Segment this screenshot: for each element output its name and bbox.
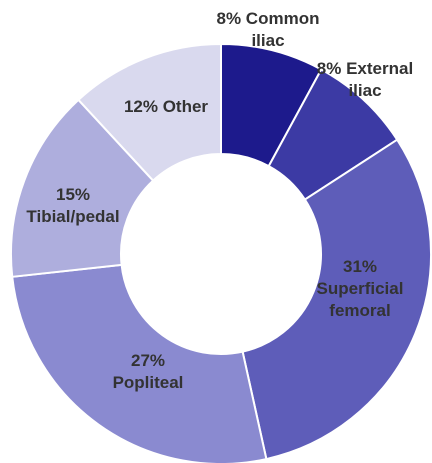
slice-label-line: 15% — [56, 185, 90, 204]
slice-label-line: 8% Common — [217, 9, 320, 28]
slice-label: 8% Common iliac — [217, 9, 320, 50]
slice-label: 27% Popliteal — [113, 351, 184, 392]
donut-slice — [10, 98, 155, 278]
slices-group — [10, 42, 432, 463]
slice-label-line: 8% External — [317, 59, 413, 78]
donut-slice — [241, 138, 432, 461]
slice-label-line: 31% — [343, 257, 377, 276]
slice-label-line: 27% — [131, 351, 165, 370]
slice-label-line: 12% Other — [124, 97, 208, 116]
slice-label-line: Tibial/pedal — [26, 207, 119, 226]
slice-label: 8% External iliac — [317, 59, 413, 100]
slice-label: 31% Superficial femoral — [317, 257, 404, 320]
donut-slice — [76, 42, 222, 183]
slice-label-line: iliac — [251, 31, 284, 50]
labels-group: 8% Common iliac 8% External iliac 31% Superfi… — [26, 9, 413, 392]
slice-label-line: iliac — [348, 81, 381, 100]
slice-label: 12% Other — [124, 97, 208, 116]
slice-label-line: femoral — [329, 301, 390, 320]
slice-label: 15% Tibial/pedal — [26, 185, 119, 226]
slice-label-line: Superficial — [317, 279, 404, 298]
donut-slice — [11, 263, 268, 463]
slice-label-line: Popliteal — [113, 373, 184, 392]
